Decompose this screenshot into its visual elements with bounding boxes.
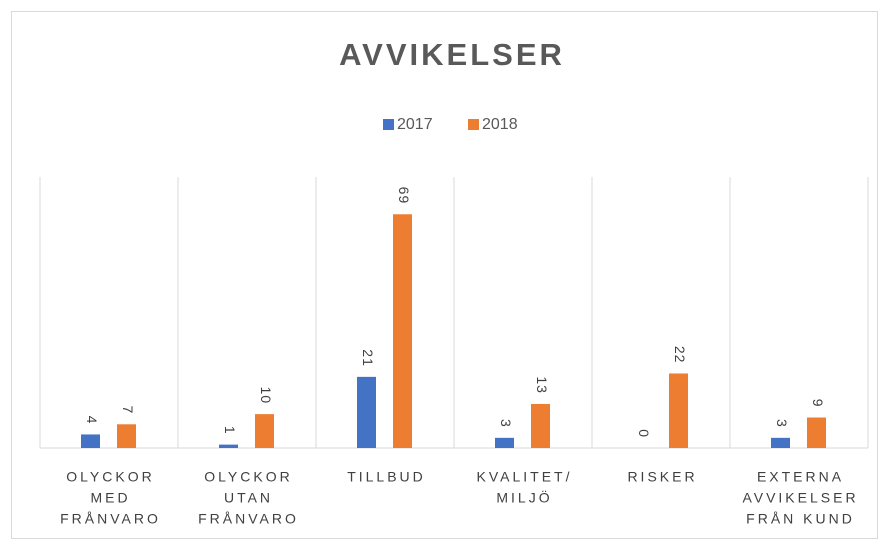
data-label: 21 xyxy=(360,349,376,367)
x-tick-label: MILJÖ xyxy=(496,489,552,506)
chart-border xyxy=(11,11,878,539)
bar xyxy=(357,376,376,448)
data-label: 4 xyxy=(84,416,100,425)
data-label: 0 xyxy=(636,429,652,438)
x-tick-label: RISKER xyxy=(627,469,697,485)
legend-label: 2018 xyxy=(482,116,518,133)
data-label: 7 xyxy=(120,405,136,414)
bar xyxy=(807,417,826,448)
chart-title: AVVIKELSER xyxy=(339,37,565,72)
bar xyxy=(393,214,412,448)
bar xyxy=(117,424,136,448)
data-label: 69 xyxy=(396,187,412,205)
bar xyxy=(81,434,100,448)
x-tick-label: EXTERNA xyxy=(757,469,844,485)
x-tick-label: OLYCKOR xyxy=(204,469,292,485)
x-tick-label: FRÅNVARO xyxy=(198,511,299,527)
bar xyxy=(495,437,514,448)
x-tick-label: FRÅNVARO xyxy=(60,511,161,527)
data-label: 22 xyxy=(672,346,688,364)
x-tick-label: KVALITET/ xyxy=(477,469,573,485)
x-tick-label: FRÅN KUND xyxy=(746,511,855,527)
data-label: 10 xyxy=(258,387,274,405)
x-tick-label: UTAN xyxy=(224,490,273,506)
bar xyxy=(669,373,688,448)
data-label: 13 xyxy=(534,376,550,394)
bar xyxy=(255,414,274,448)
bar xyxy=(531,403,550,448)
legend-label: 2017 xyxy=(397,116,433,133)
legend-swatch xyxy=(383,119,394,130)
legend-swatch xyxy=(468,119,479,130)
x-tick-label: AVVIKELSER xyxy=(742,490,858,506)
x-tick-label: TILLBUD xyxy=(347,469,426,485)
x-tick-label: MED xyxy=(90,490,130,506)
data-label: 3 xyxy=(774,419,790,428)
bar xyxy=(219,444,238,448)
data-label: 9 xyxy=(810,399,826,408)
x-tick-label: OLYCKOR xyxy=(66,469,154,485)
bar xyxy=(771,437,790,448)
data-label: 1 xyxy=(222,426,238,435)
data-label: 3 xyxy=(498,419,514,428)
